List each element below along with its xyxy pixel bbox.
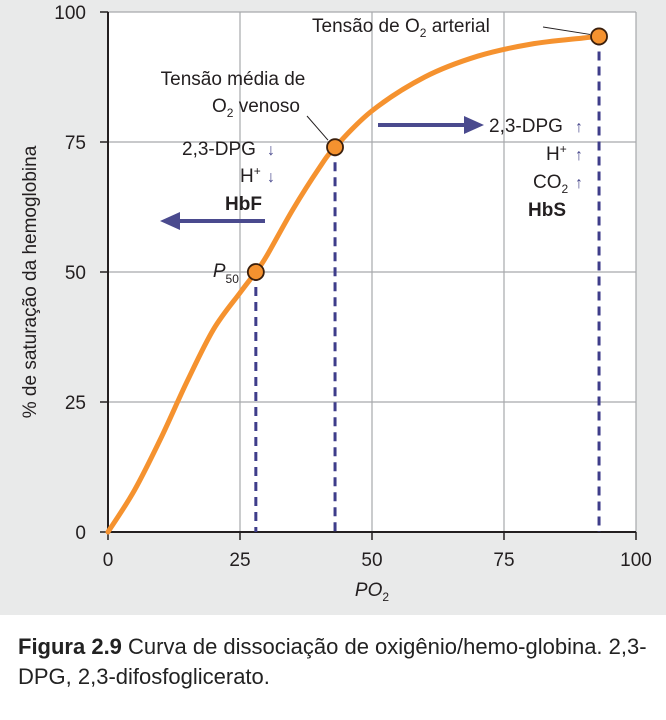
left-dpg: 2,3-DPG [182,139,256,160]
x-axis-title-sub: 2 [382,590,389,604]
label-p50: P50 [213,261,239,286]
left-h-main: H [240,166,254,187]
y-tick-label: 100 [54,3,86,24]
right-h-sup: + [560,142,567,156]
right-dpg-arrow: ↑ [575,119,583,136]
grid [108,11,637,532]
right-shift-arrow-head [464,116,484,134]
label-arterial-a: Tensão de O [312,16,420,37]
caption-label: Figura 2.9 [18,634,122,659]
marker-arterial [590,27,608,46]
dashed-guides [254,36,601,532]
label-p50-main: P [213,261,226,282]
right-co2: CO2 [533,172,569,196]
label-arterial-tension: Tensão de O2 arterial [312,16,490,40]
x-tick-label: 100 [620,550,652,571]
figure-caption: Figura 2.9 Curva de dissociação de oxigê… [18,632,658,692]
right-h-main: H [546,144,560,165]
left-h: H+ [240,164,261,187]
left-dpg-arrow: ↓ [267,142,275,159]
label-arterial-sub: 2 [420,26,427,40]
y-tick-label: 0 [75,523,86,544]
marker-venous [326,138,344,157]
left-hbf: HbF [225,194,262,215]
x-tick-label: 50 [361,550,382,571]
left-h-sup: + [254,164,261,178]
right-h: H+ [546,142,567,165]
caption-text: Curva de dissociação de oxigênio/hemo-gl… [18,634,647,689]
y-tick-label: 50 [65,263,86,284]
y-tick-label: 75 [65,133,86,154]
leader-arterial [542,26,591,35]
right-h-arrow: ↑ [575,147,583,164]
label-arterial-b: arterial [426,16,489,37]
right-co2-arrow: ↑ [575,175,583,192]
x-tick-label: 75 [493,550,514,571]
right-co-main: CO [533,172,562,193]
label-venous-line2: O2 venoso [212,96,300,120]
left-shift-arrow-head [160,212,180,230]
left-h-arrow: ↓ [267,169,275,186]
label-p50-sub: 50 [226,272,240,286]
dissociation-curve [105,33,602,535]
x-tick-label: 0 [103,550,114,571]
markers [246,27,608,281]
curve-layer [105,33,602,535]
right-dpg: 2,3-DPG [489,116,563,137]
label-venous-b: venoso [233,96,300,117]
marker-P50 [246,263,265,281]
y-tick-label: 25 [65,393,86,414]
label-venous-sub: 2 [227,106,234,120]
x-axis-title-main: PO [355,580,383,601]
x-tick-label: 25 [229,550,250,571]
y-axis-title: % de saturação da hemoglobina [20,145,41,418]
right-co-sub: 2 [562,182,569,196]
label-venous-o: O [212,96,227,117]
right-hbs: HbS [528,200,566,221]
leader-venous [306,115,329,141]
x-axis-title: PO2 [355,580,389,604]
label-venous-line1: Tensão média de [161,69,306,90]
